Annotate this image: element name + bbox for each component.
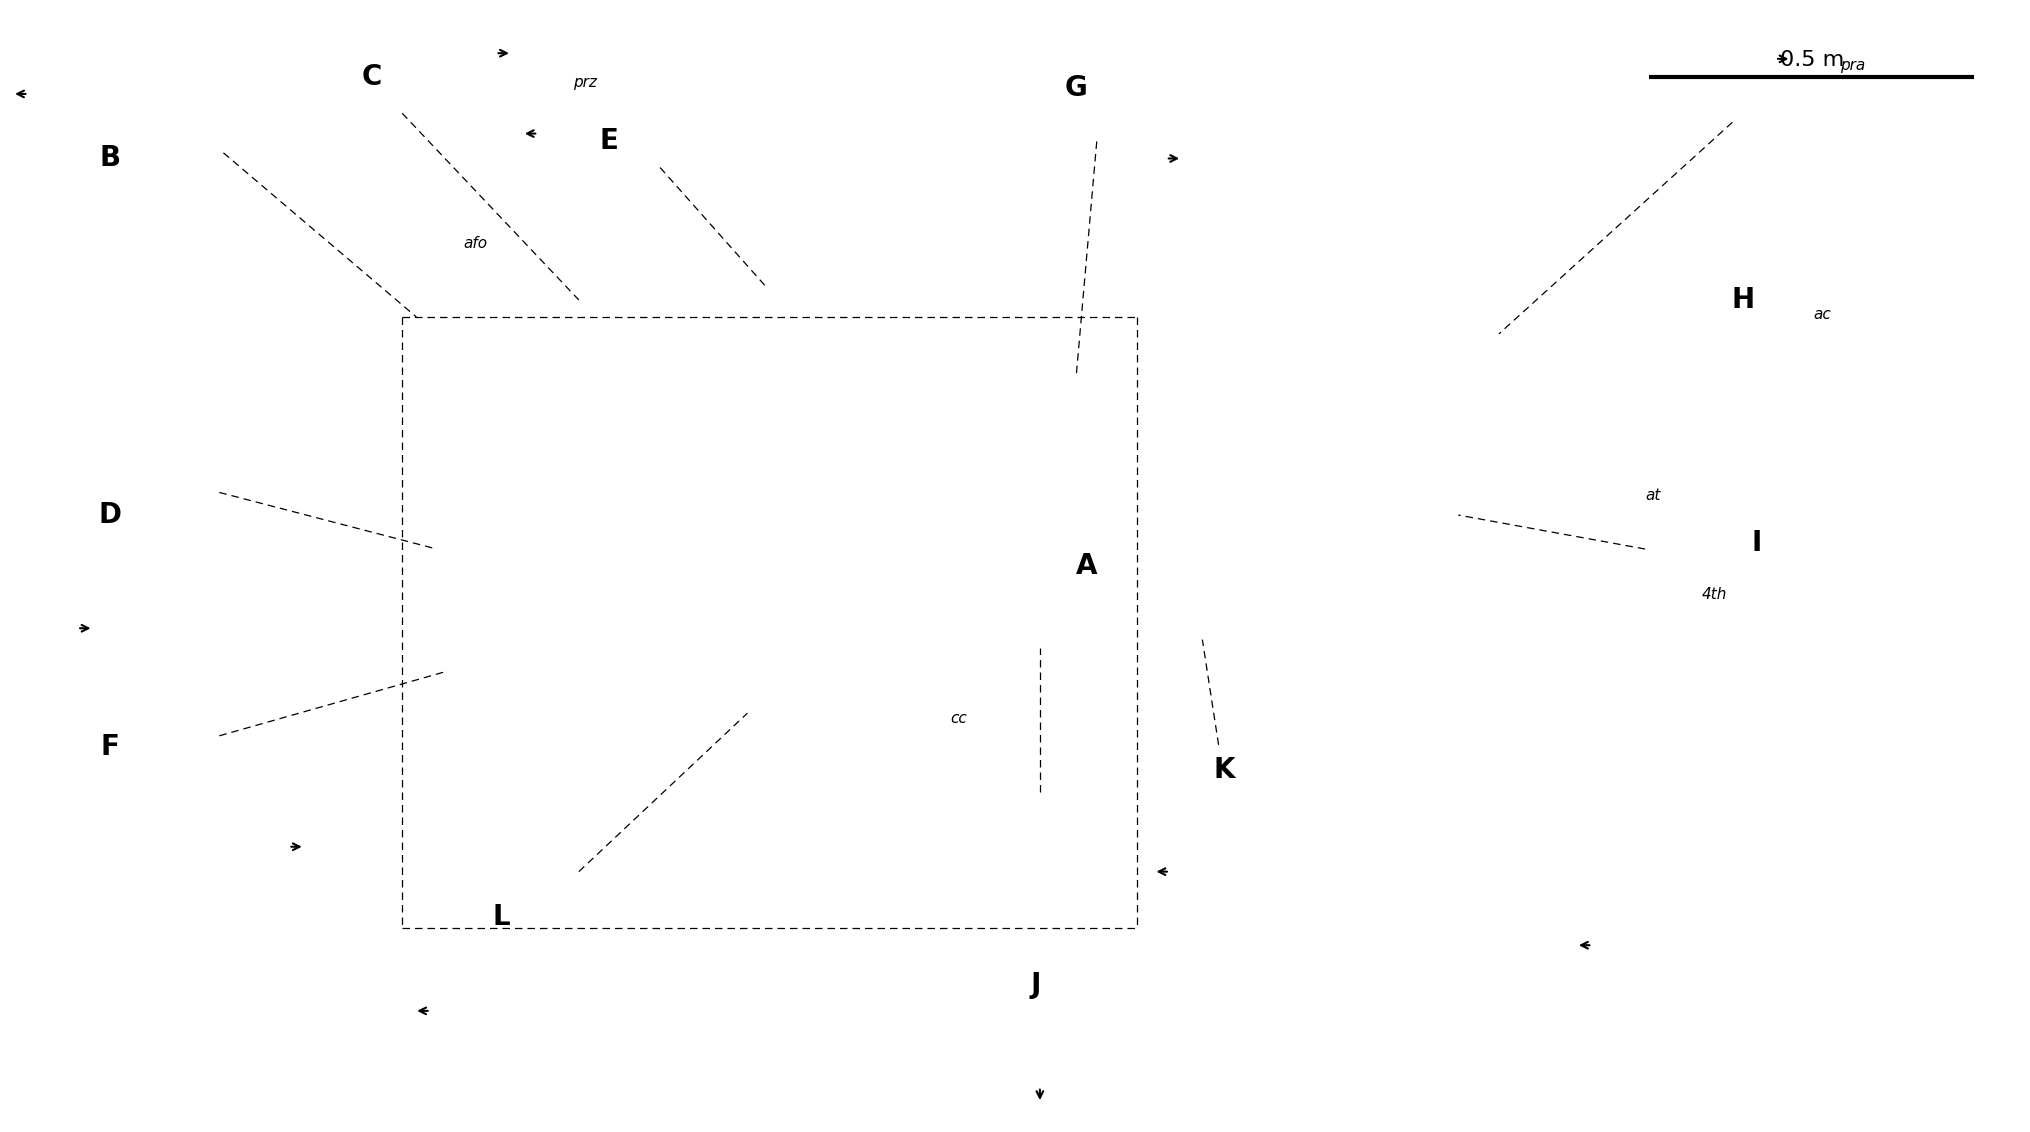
Text: D: D (97, 501, 122, 529)
Text: F: F (99, 734, 120, 761)
Text: A: A (1076, 552, 1096, 580)
Text: E: E (599, 128, 619, 155)
Text: 0.5 m: 0.5 m (1778, 50, 1843, 70)
Text: L: L (493, 903, 510, 931)
Text: I: I (1750, 530, 1762, 557)
Text: prz: prz (572, 75, 597, 91)
Text: K: K (1214, 756, 1234, 783)
Text: J: J (1029, 971, 1041, 998)
Text: pra: pra (1839, 58, 1864, 74)
Text: ac: ac (1813, 307, 1831, 323)
Text: afo: afo (463, 235, 487, 251)
Text: H: H (1730, 286, 1754, 314)
Text: cc: cc (950, 711, 966, 727)
Text: at: at (1644, 488, 1661, 504)
Text: B: B (99, 145, 120, 172)
Text: G: G (1064, 75, 1088, 102)
Text: C: C (361, 63, 382, 91)
Text: 4th: 4th (1701, 586, 1726, 602)
